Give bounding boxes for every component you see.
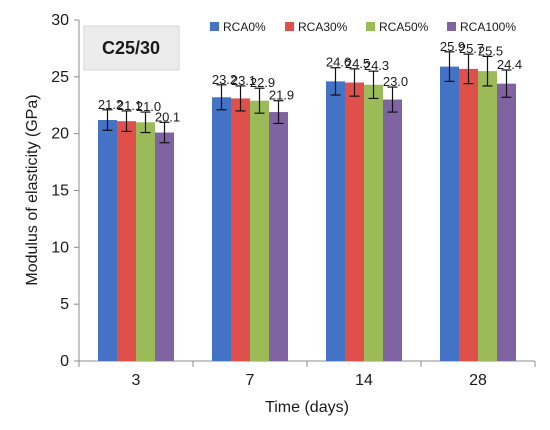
- data-label: 21.1: [117, 98, 142, 113]
- data-label: 21.2: [98, 97, 123, 112]
- x-axis-title: Time (days): [265, 399, 349, 416]
- error-bars: [102, 51, 512, 144]
- bar: [269, 112, 288, 361]
- data-label: 25.5: [478, 43, 503, 58]
- data-label: 23.2: [212, 72, 237, 87]
- bar: [212, 97, 231, 361]
- bar: [98, 120, 117, 361]
- data-label: 24.5: [345, 56, 370, 71]
- bar: [117, 121, 136, 361]
- legend-label: RCA100%: [460, 20, 516, 34]
- legend-swatch: [447, 22, 456, 31]
- data-label: 25.7: [459, 41, 484, 56]
- data-label: 24.3: [364, 58, 389, 73]
- x-tick-label: 7: [246, 372, 255, 389]
- y-axis-title: Modulus of elasticity (GPa): [24, 94, 41, 285]
- x-ticks: 3 7 14 28: [78, 361, 536, 389]
- legend-label: RCA0%: [223, 20, 266, 34]
- data-labels: 21.2 23.2 24.6 25.9 21.1 23.1 24.5 25.7 21.0 22.9…: [98, 39, 522, 124]
- legend-label: RCA50%: [379, 20, 429, 34]
- bar: [250, 100, 269, 361]
- legend-swatch: [210, 22, 219, 31]
- data-label: 23.0: [383, 74, 408, 89]
- annotation-text: C25/30: [102, 38, 160, 58]
- data-label: 23.1: [231, 73, 256, 88]
- x-tick-label: 28: [469, 372, 487, 389]
- y-tick-label: 10: [51, 239, 69, 256]
- bar: [345, 82, 364, 362]
- y-tick-label: 25: [51, 69, 69, 86]
- data-label: 24.6: [326, 55, 351, 70]
- data-label: 22.9: [250, 75, 275, 90]
- bar: [364, 84, 383, 361]
- bar: [326, 81, 345, 361]
- legend: RCA0% RCA30% RCA50% RCA100%: [210, 20, 516, 34]
- y-tick-label: 15: [51, 183, 69, 200]
- legend-label: RCA30%: [298, 20, 348, 34]
- data-label: 21.0: [136, 99, 161, 114]
- legend-swatch: [285, 22, 294, 31]
- bar: [383, 99, 402, 362]
- annotation-box: C25/30: [83, 25, 180, 71]
- data-label: 20.1: [155, 109, 180, 124]
- y-tick-label: 30: [51, 12, 69, 29]
- bar: [497, 83, 516, 362]
- data-label: 21.9: [269, 88, 294, 103]
- legend-swatch: [366, 22, 375, 31]
- bar: [231, 98, 250, 362]
- data-label: 25.9: [440, 39, 465, 54]
- y-tick-label: 0: [60, 353, 69, 370]
- annotation-box-bg: [83, 25, 180, 71]
- y-ticks: 0 5 10 15 20 25 30: [51, 12, 79, 370]
- bar: [136, 122, 155, 361]
- bar: [155, 132, 174, 361]
- bar: [459, 68, 478, 362]
- x-tick-label: 14: [355, 372, 373, 389]
- bar: [478, 71, 497, 362]
- x-tick-label: 3: [132, 372, 141, 389]
- bars: [98, 66, 516, 362]
- y-tick-label: 20: [51, 126, 69, 143]
- data-label: 24.4: [497, 57, 522, 72]
- bar: [440, 66, 459, 361]
- y-tick-label: 5: [60, 296, 69, 313]
